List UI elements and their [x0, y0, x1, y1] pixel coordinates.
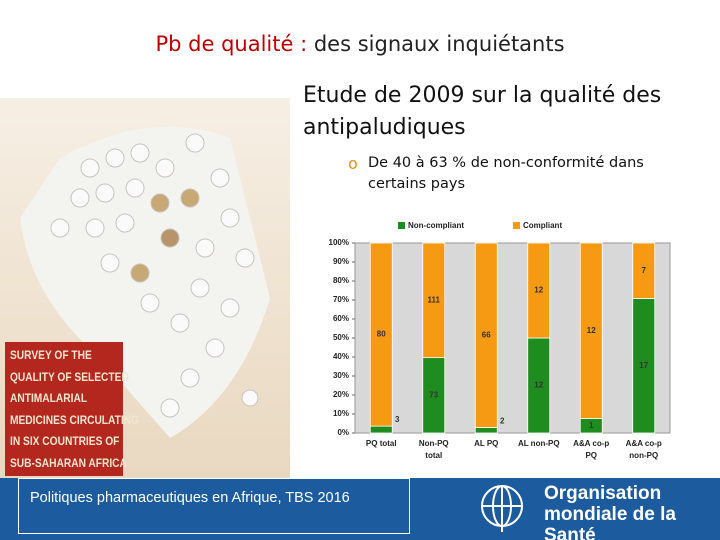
y-tick-label: 70%: [333, 295, 349, 304]
bar-segment: [369, 425, 393, 434]
legend-swatch: [398, 222, 405, 229]
slide-title: Pb de qualité : des signaux inquiétants: [0, 32, 720, 56]
value-label: 7: [642, 266, 647, 275]
footer-box: [18, 478, 410, 534]
y-tick-label: 20%: [333, 390, 349, 399]
cover-line: MEDICINES CIRCULATING: [10, 412, 140, 427]
who-name: Organisation mondiale de la Santé: [544, 483, 720, 540]
legend-swatch: [513, 222, 520, 229]
cover-line: SURVEY OF THE: [10, 348, 92, 362]
y-tick-label: 50%: [333, 333, 349, 342]
value-label: 80: [377, 330, 386, 339]
value-label: 111: [428, 295, 441, 304]
value-label: 66: [482, 330, 491, 339]
y-tick-label: 80%: [333, 276, 349, 285]
cover-image: [0, 98, 290, 480]
y-tick-label: 30%: [333, 371, 349, 380]
bar-segment: [632, 242, 656, 299]
bar-segment: [579, 242, 603, 419]
title-lead: Pb de qualité :: [155, 32, 308, 56]
value-label: 1: [589, 421, 594, 430]
legend-label: Non-compliant: [408, 221, 464, 230]
bar-segment: [369, 242, 393, 427]
bar-segment: [474, 427, 498, 434]
value-label: 73: [429, 390, 438, 399]
cover-text: SURVEY OF THE QUALITY OF SELECTED ANTIMALA…: [10, 345, 139, 474]
value-label: 3: [395, 415, 400, 424]
x-tick-label: A&A co-p: [626, 439, 662, 448]
value-label: 2: [500, 417, 505, 426]
title-rest: des signaux inquiétants: [313, 32, 565, 56]
x-tick-label: AL PQ: [474, 439, 498, 448]
plot-area: [354, 242, 671, 434]
bar-segment: [422, 242, 446, 359]
cover-line: SUB-SAHARAN AFRICA: [10, 455, 127, 470]
x-tick-label: total: [425, 451, 442, 460]
value-label: 12: [534, 381, 543, 390]
y-tick-label: 10%: [333, 409, 349, 418]
study-heading: Etude de 2009 sur la qualité des antipal…: [303, 83, 662, 140]
x-tick-label: PQ total: [366, 439, 397, 448]
y-tick-label: 40%: [333, 352, 349, 361]
value-label: 12: [534, 286, 543, 295]
x-tick-label: PQ: [585, 451, 597, 460]
who-line-1: Organisation: [544, 483, 662, 504]
x-tick-label: Non-PQ: [419, 439, 449, 448]
cover-line: QUALITY OF SELECTED: [10, 369, 129, 384]
x-tick-label: AL non-PQ: [518, 439, 560, 448]
y-tick-label: 90%: [333, 257, 349, 266]
bar-segment: [474, 242, 498, 428]
value-label: 17: [639, 361, 648, 370]
bar-segment: [527, 242, 551, 339]
bullet-marker: o: [348, 154, 358, 173]
x-tick-label: A&A co-p: [573, 439, 609, 448]
chart: 0% 10% 20% 30% 40% 50% 60% 70% 80% 90% 100% Non-com…: [329, 221, 671, 460]
cover-line: ANTIMALARIAL: [10, 391, 88, 405]
who-line-2: mondiale de la Santé: [544, 504, 676, 540]
cover-box: [5, 342, 123, 476]
y-tick-label: 60%: [333, 314, 349, 323]
value-label: 12: [587, 326, 596, 335]
legend-label: Compliant: [523, 221, 562, 230]
footer-caption: Politiques pharmaceutiques en Afrique, T…: [30, 490, 350, 506]
y-tick-label: 0%: [337, 428, 349, 437]
x-tick-label: non-PQ: [629, 451, 658, 460]
cover-line: IN SIX COUNTRIES OF: [10, 434, 120, 448]
bullet-text: De 40 à 63 % de non-conformité dans cert…: [368, 155, 644, 192]
pills: [50, 133, 259, 418]
y-tick-label: 100%: [329, 238, 349, 247]
who-emblem: [481, 485, 523, 532]
